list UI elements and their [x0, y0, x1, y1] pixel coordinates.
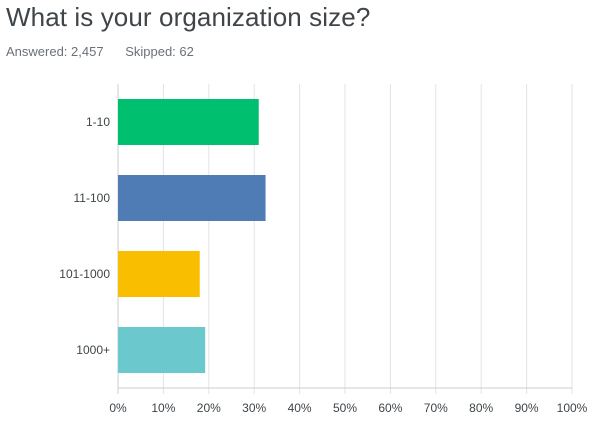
gridlines	[117, 84, 573, 394]
bar-1-10	[118, 99, 259, 145]
category-label: 11-100	[74, 191, 111, 205]
x-tick-label: 10%	[151, 401, 175, 415]
category-labels: 1-10 11-100 101-1000 1000+	[59, 115, 110, 357]
x-tick-label: 0%	[109, 401, 127, 415]
x-tick-label: 30%	[242, 401, 266, 415]
category-label: 1000+	[76, 343, 110, 357]
question-title: What is your organization size?	[6, 2, 371, 32]
x-tick-label: 20%	[197, 401, 221, 415]
bars	[118, 99, 266, 373]
category-label: 101-1000	[59, 267, 110, 281]
skipped-count: Skipped: 62	[125, 44, 194, 59]
response-stats: Answered: 2,457 Skipped: 62	[6, 44, 212, 59]
x-tick-label: 90%	[515, 401, 539, 415]
x-tick-labels: 0% 10% 20% 30% 40% 50% 60% 70% 80% 90% 100%	[109, 401, 587, 415]
answered-count: Answered: 2,457	[6, 44, 104, 59]
x-tick-label: 100%	[557, 401, 588, 415]
category-label: 1-10	[86, 115, 110, 129]
x-tick-label: 60%	[378, 401, 402, 415]
bar-1000+	[118, 327, 206, 373]
bar-101-1000	[118, 251, 200, 297]
bar-11-100	[118, 175, 266, 221]
x-tick-label: 70%	[424, 401, 448, 415]
x-tick-label: 50%	[333, 401, 357, 415]
x-tick-label: 80%	[469, 401, 493, 415]
x-tick-label: 40%	[288, 401, 312, 415]
